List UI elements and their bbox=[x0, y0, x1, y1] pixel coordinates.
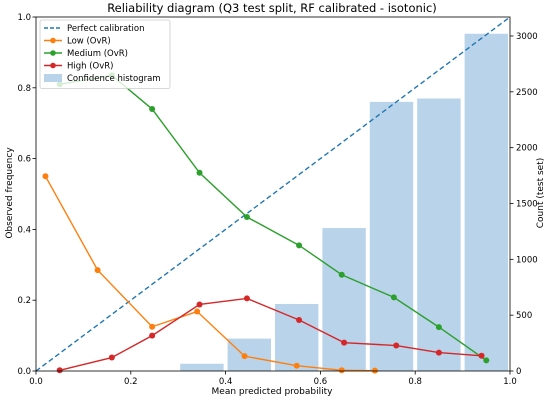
histogram-bar bbox=[464, 33, 508, 371]
series-point bbox=[149, 323, 156, 330]
y2-tick-label: 500 bbox=[516, 311, 532, 321]
series-point bbox=[42, 173, 49, 180]
legend-label: Confidence histogram bbox=[67, 74, 161, 84]
legend-marker bbox=[50, 37, 56, 44]
series-line bbox=[44, 175, 375, 372]
legend-label: High (OvR) bbox=[67, 62, 114, 72]
y2-tick-label: 2500 bbox=[516, 88, 538, 98]
legend-swatch bbox=[44, 74, 62, 82]
chart-title: Reliability diagram (Q3 test split, RF c… bbox=[107, 1, 437, 15]
histogram-bar bbox=[322, 228, 366, 371]
y2-tick-label: 0 bbox=[516, 367, 521, 377]
y-tick-label: 0.6 bbox=[17, 155, 31, 165]
series-line bbox=[59, 297, 482, 371]
legend-label: Medium (OvR) bbox=[67, 49, 128, 59]
legend-marker bbox=[50, 50, 56, 56]
legend-label: Low (OvR) bbox=[67, 37, 111, 47]
y-axis-label: Observed frequency bbox=[5, 147, 15, 239]
series-point bbox=[108, 354, 115, 361]
y2-axis-label: Count (test set) bbox=[536, 158, 546, 229]
x-tick-label: 0.6 bbox=[314, 377, 328, 387]
histogram-bar bbox=[227, 338, 271, 371]
series-point bbox=[149, 332, 156, 339]
series-point bbox=[196, 169, 203, 176]
legend: Perfect calibration Low (OvR) Medium (OvR)… bbox=[39, 19, 171, 89]
y2-tick-label: 1000 bbox=[516, 255, 538, 265]
y-tick-label: 0.8 bbox=[17, 84, 31, 94]
series-point bbox=[194, 308, 201, 315]
x-tick-label: 0.0 bbox=[29, 377, 43, 387]
series-line bbox=[59, 74, 487, 361]
histogram-bar bbox=[417, 98, 461, 371]
axes-layer: 0.0 0.2 0.4 0.6 0.8 1.00.00.20.40.60.81.00500… bbox=[17, 13, 537, 387]
histogram-bar bbox=[275, 303, 319, 371]
plot-frame bbox=[35, 16, 511, 372]
series-point bbox=[94, 267, 101, 274]
perfect-calibration-line bbox=[35, 16, 511, 372]
y-tick-label: 0.0 bbox=[17, 367, 31, 377]
series-point bbox=[338, 271, 345, 278]
y2-tick-label: 1500 bbox=[516, 199, 538, 209]
histogram-layer bbox=[180, 33, 508, 371]
series-point bbox=[149, 106, 156, 113]
series-point bbox=[478, 352, 485, 359]
series-point bbox=[293, 362, 300, 369]
x-tick-label: 1.0 bbox=[503, 377, 517, 387]
x-tick-label: 0.8 bbox=[408, 377, 422, 387]
x-axis-label: Mean predicted probability bbox=[212, 387, 334, 397]
y2-tick-label: 2000 bbox=[516, 144, 538, 154]
y-tick-label: 1.0 bbox=[17, 13, 31, 23]
legend-label: Perfect calibration bbox=[67, 24, 144, 34]
x-tick-label: 0.4 bbox=[219, 377, 233, 387]
y2-tick-label: 3000 bbox=[516, 32, 538, 42]
legend-box bbox=[39, 19, 171, 89]
legend-marker bbox=[50, 62, 56, 69]
reference-layer bbox=[35, 16, 511, 372]
series-point bbox=[243, 214, 250, 221]
series-point bbox=[296, 242, 303, 249]
series-point bbox=[296, 317, 303, 324]
series-point bbox=[483, 357, 490, 364]
x-tick-label: 0.2 bbox=[124, 377, 138, 387]
series-point bbox=[338, 367, 345, 374]
series-point bbox=[390, 294, 397, 301]
histogram-bar bbox=[369, 101, 414, 371]
series-point bbox=[243, 295, 250, 302]
series-point bbox=[341, 339, 348, 346]
y-tick-label: 0.2 bbox=[17, 296, 31, 306]
series-point bbox=[435, 349, 442, 356]
y-tick-label: 0.4 bbox=[17, 225, 31, 235]
series-layer bbox=[42, 72, 490, 374]
series-point bbox=[56, 367, 63, 374]
histogram-bar bbox=[180, 363, 224, 371]
series-point bbox=[196, 301, 203, 308]
series-point bbox=[241, 353, 248, 360]
series-point bbox=[435, 324, 442, 331]
series-point bbox=[393, 342, 400, 349]
